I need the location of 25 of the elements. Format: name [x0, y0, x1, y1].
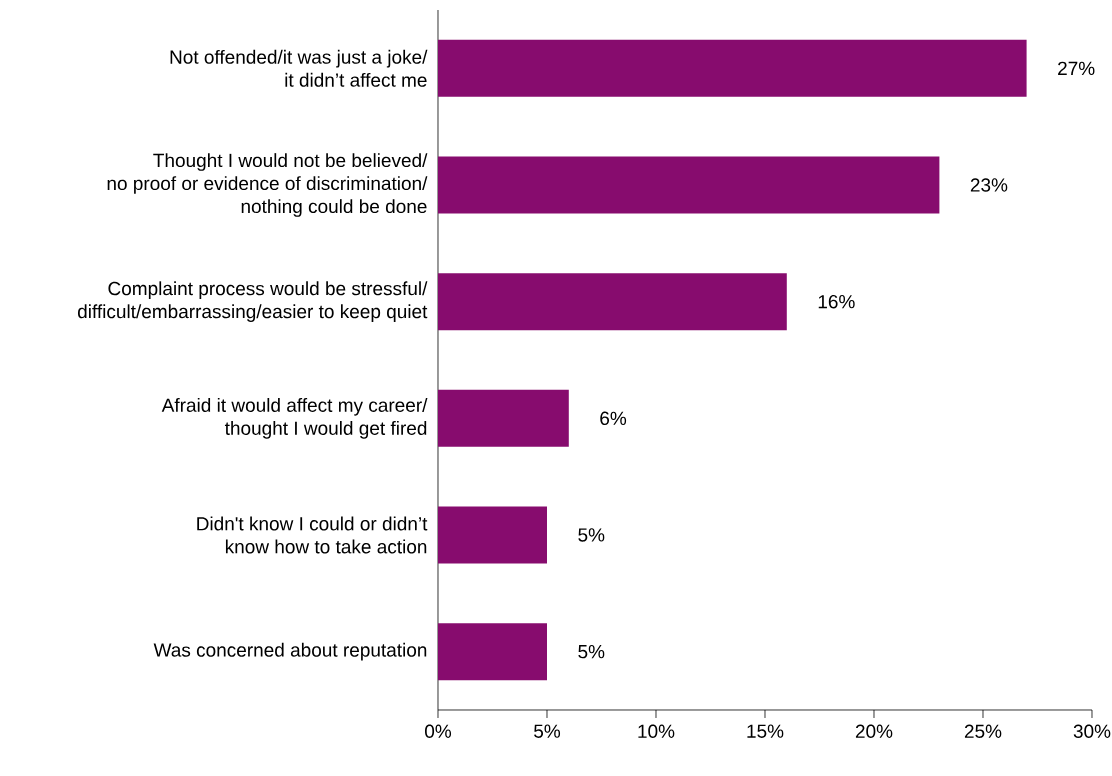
y-tick-label: Afraid it would affect my career/ thought I would get fired [161, 397, 428, 439]
data-label: 6% [600, 411, 627, 426]
y-tick-label: Not offended/it was just a joke/ it didn’t affect me [170, 49, 428, 87]
y-tick-label: Thought I would not be believed/ no proof or evidence of discrimination/ nothing could be done [107, 153, 428, 217]
data-label: 16% [818, 294, 855, 309]
x-tick-label: 5% [534, 724, 561, 738]
x-tick-label: 20% [855, 724, 893, 738]
y-tick-label: Didn't know I could or didn’t know how to take action [197, 516, 428, 554]
bar [438, 389, 569, 447]
x-tick-label: 25% [964, 724, 1002, 738]
bar [438, 506, 547, 564]
bar [438, 39, 1027, 97]
bar [438, 156, 940, 214]
y-tick-label: Complaint process would be stressful/ difficult/embarrassing/easier to keep quiet [77, 281, 428, 323]
data-label: 27% [1058, 61, 1095, 76]
y-tick-label: Was concerned about reputation [153, 642, 427, 661]
x-tick-label: 30% [1073, 724, 1111, 738]
data-label: 23% [970, 178, 1008, 192]
data-label: 5% [578, 644, 605, 659]
data-label: 5% [578, 528, 605, 542]
bar [438, 273, 787, 331]
x-tick-label: 10% [638, 724, 675, 738]
x-tick-label: 15% [747, 724, 784, 738]
x-tick-label: 0% [425, 724, 452, 738]
bar [438, 623, 547, 681]
